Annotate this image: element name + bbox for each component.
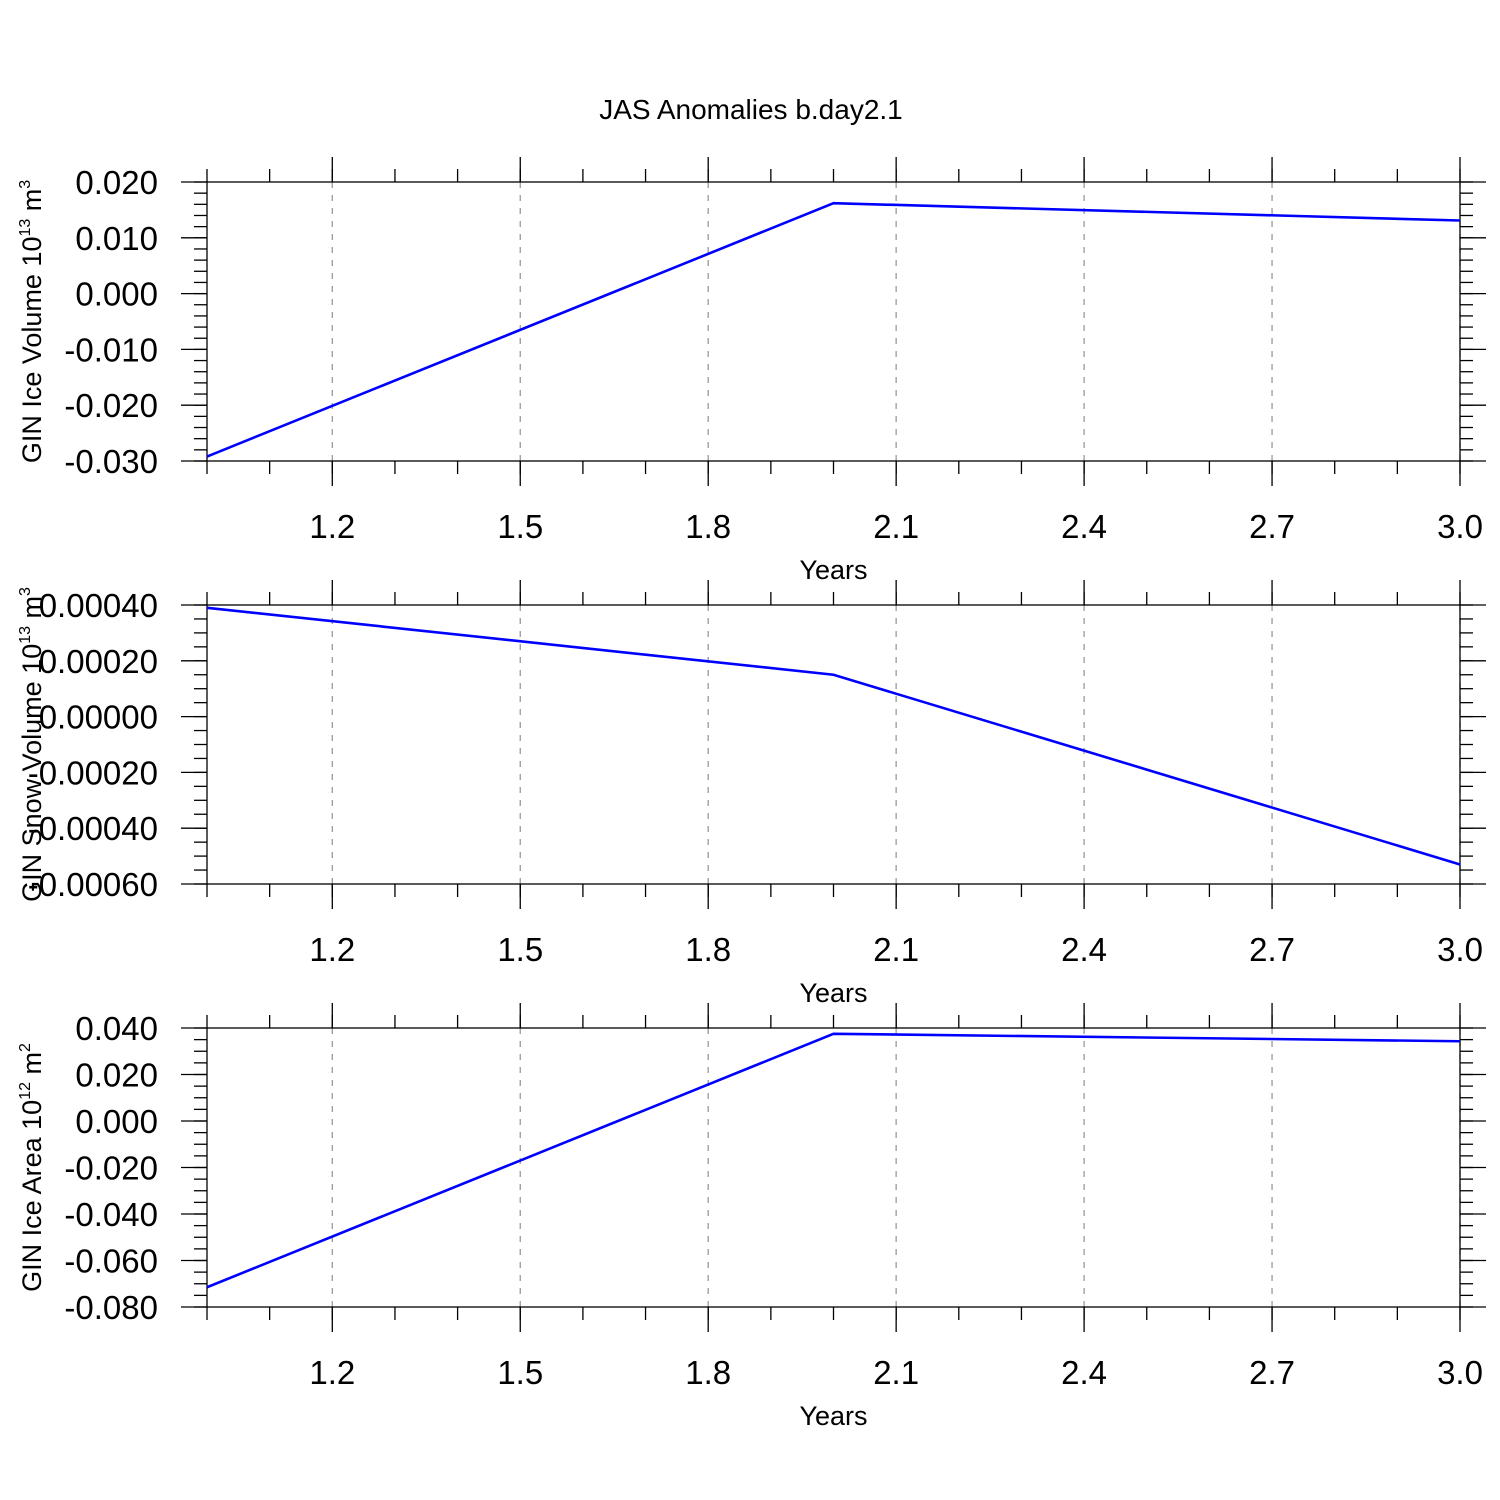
x-tick-label: 2.1: [873, 931, 919, 968]
panel-3: 1.2 1.5 1.8 2.1 2.4 2.7 3.0 0.040 0.020 0.000 -0.0…: [17, 1003, 1486, 1431]
y-tick-label: -0.040: [64, 1196, 158, 1233]
x-tick-label: 1.5: [497, 1354, 543, 1391]
x-tick-label: 1.8: [685, 1354, 731, 1391]
x-tick-label: 2.7: [1249, 508, 1295, 545]
x-tick-label: 1.2: [309, 931, 355, 968]
x-tick-label: 2.4: [1061, 508, 1107, 545]
x-axis-label: Years: [799, 1401, 867, 1431]
y-tick-label: 0.000: [75, 1103, 158, 1140]
x-tick-label: 3.0: [1437, 1354, 1483, 1391]
y-tick-label: -0.00020: [28, 754, 158, 791]
x-tick-label: 2.4: [1061, 1354, 1107, 1391]
x-tick-label: 2.1: [873, 1354, 919, 1391]
x-tick-label: 1.8: [685, 931, 731, 968]
x-tick-label: 2.4: [1061, 931, 1107, 968]
y-tick-label: 0.00040: [39, 587, 158, 624]
y-tick-label: -0.00060: [28, 866, 158, 903]
x-tick-label: 2.7: [1249, 1354, 1295, 1391]
y-tick-label: 0.00020: [39, 643, 158, 680]
series-line-1: [206, 1032, 1461, 1289]
x-tick-label: 1.2: [309, 508, 355, 545]
x-axis-label: Years: [799, 978, 867, 1008]
y-tick-label: -0.010: [64, 331, 158, 368]
x-tick-label: 3.0: [1437, 931, 1483, 968]
panel-2: 1.2 1.5 1.8 2.1 2.4 2.7 3.0 0.00040 0.00020 0.000…: [17, 580, 1486, 1008]
y-tick-label: -0.060: [64, 1243, 158, 1280]
series-line-1: [206, 606, 1461, 866]
y-tick-label: 0.00000: [39, 699, 158, 736]
panels: 1.2 1.5 1.8 2.1 2.4 2.7 3.0 0.020 0.010 0.000 -0.0…: [17, 157, 1486, 1431]
x-tick-label: 2.1: [873, 508, 919, 545]
y-axis-label: GIN Ice Area 1012 m2: [17, 1043, 47, 1292]
figure-title: JAS Anomalies b.day2.1: [599, 94, 903, 125]
x-tick-label: 1.8: [685, 508, 731, 545]
y-tick-label: 0.010: [75, 220, 158, 257]
panel-1: 1.2 1.5 1.8 2.1 2.4 2.7 3.0 0.020 0.010 0.000 -0.0…: [17, 157, 1486, 585]
y-axis-label: GIN Snow Volume 1013 m3: [17, 587, 47, 902]
y-tick-label: -0.020: [64, 1150, 158, 1187]
x-tick-label: 2.7: [1249, 931, 1295, 968]
x-tick-label: 1.2: [309, 1354, 355, 1391]
series-line-1: [206, 201, 1461, 458]
y-tick-label: -0.020: [64, 387, 158, 424]
x-tick-label: 3.0: [1437, 508, 1483, 545]
x-tick-label: 1.5: [497, 931, 543, 968]
x-tick-label: 1.5: [497, 508, 543, 545]
x-axis-label: Years: [799, 555, 867, 585]
y-tick-label: -0.030: [64, 443, 158, 480]
y-axis-label: GIN Ice Volume 1013 m3: [17, 180, 47, 463]
y-tick-label: -0.080: [64, 1289, 158, 1326]
y-tick-label: 0.040: [75, 1010, 158, 1047]
y-tick-label: 0.000: [75, 276, 158, 313]
y-tick-label: 0.020: [75, 164, 158, 201]
y-tick-label: 0.020: [75, 1057, 158, 1094]
y-tick-label: -0.00040: [28, 810, 158, 847]
